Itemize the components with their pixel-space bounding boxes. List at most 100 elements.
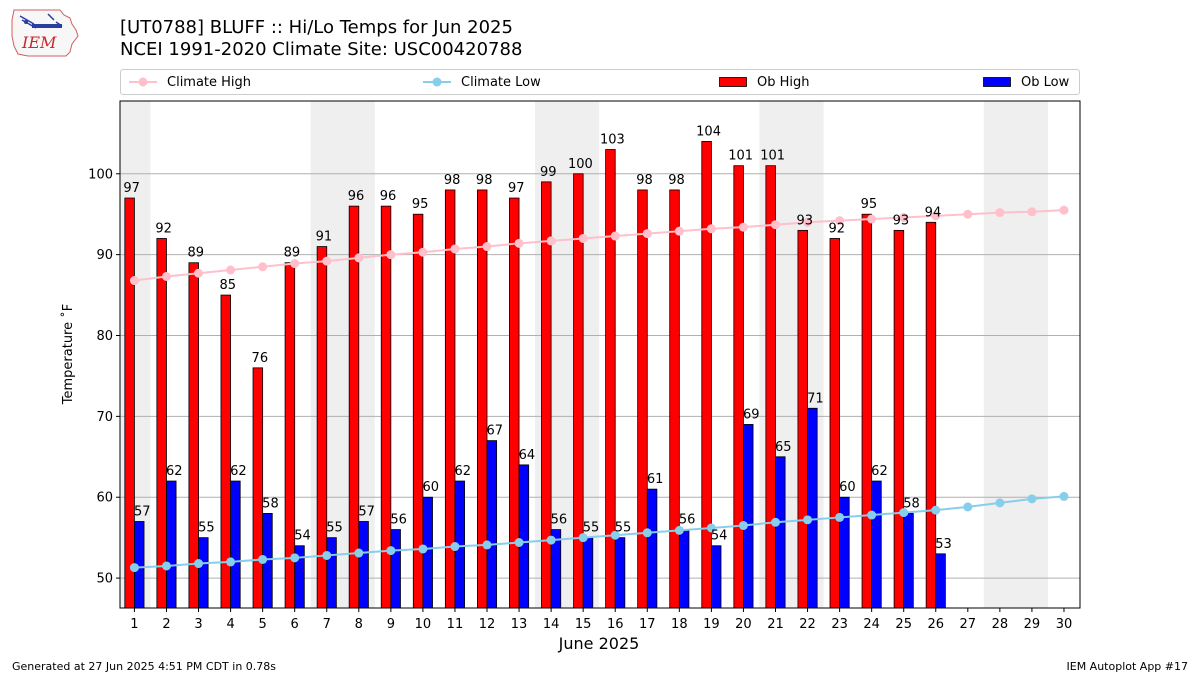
ob-low-value-label: 54 [711, 529, 728, 544]
ob-high-value-label: 94 [925, 205, 942, 220]
ob-low-value-label: 62 [230, 464, 247, 479]
ob-high-value-label: 92 [155, 221, 172, 236]
legend-line-marker-icon [129, 77, 157, 87]
x-tick-label: 15 [575, 617, 592, 632]
climate-low-point [610, 530, 620, 540]
ob-low-bar [807, 407, 818, 609]
ob-high-value-label: 85 [220, 278, 237, 293]
ob-high-bar [252, 367, 264, 609]
ob-low-value-label: 69 [743, 407, 760, 422]
climate-high-point [738, 222, 748, 232]
ob-high-value-label: 89 [284, 246, 301, 261]
climate-high-point [1027, 207, 1037, 217]
x-tick-label: 10 [415, 617, 432, 632]
ob-high-value-label: 101 [728, 149, 753, 164]
footer-generated: Generated at 27 Jun 2025 4:51 PM CDT in … [12, 660, 277, 673]
ob-low-value-label: 54 [294, 529, 311, 544]
ob-high-value-label: 99 [540, 165, 557, 180]
ob-high-bar [733, 165, 744, 609]
climate-high-point [770, 220, 780, 230]
ob-low-value-label: 62 [166, 464, 183, 479]
ob-high-value-label: 76 [252, 351, 269, 366]
ob-high-bar [893, 229, 905, 609]
climate-high-point [514, 238, 524, 248]
climate-high-point [290, 259, 300, 269]
ob-low-value-label: 60 [839, 480, 856, 495]
climate-low-point [642, 528, 652, 538]
ob-low-bar [614, 537, 626, 609]
climate-high-point [963, 209, 973, 219]
ob-low-value-label: 67 [487, 424, 504, 439]
x-tick-label: 17 [639, 617, 656, 632]
ob-low-bar [390, 529, 401, 609]
logo-text: IEM [21, 33, 57, 52]
y-tick-label: 90 [96, 248, 113, 263]
ob-high-bar [188, 262, 199, 609]
x-tick-label: 14 [543, 617, 560, 632]
x-tick-label: 1 [130, 617, 138, 632]
ob-high-value-label: 92 [829, 221, 846, 236]
legend-bar-swatch-icon [719, 77, 747, 87]
climate-low-point [706, 523, 716, 533]
ob-high-bar [861, 213, 873, 609]
x-tick-label: 26 [927, 617, 944, 632]
climate-low-point [322, 550, 332, 560]
ob-low-value-label: 55 [615, 521, 632, 536]
climate-low-line [134, 495, 1065, 569]
ob-low-value-label: 58 [262, 496, 279, 511]
ob-low-bar [871, 480, 882, 609]
ob-high-value-label: 100 [568, 157, 593, 172]
climate-low-point [290, 553, 300, 563]
ob-high-value-label: 95 [412, 197, 429, 212]
ob-high-bar [829, 238, 840, 609]
legend-item-ob-low: Ob Low [983, 70, 1069, 94]
y-axis-label: Temperature ˚F [60, 304, 76, 405]
ob-low-value-label: 71 [807, 391, 824, 406]
ob-low-bar [486, 440, 498, 609]
x-tick-label: 13 [511, 617, 528, 632]
ob-low-bar [935, 553, 946, 609]
ob-low-bar [230, 480, 241, 609]
ob-low-value-label: 64 [519, 448, 536, 463]
ob-high-bar [797, 229, 808, 609]
x-tick-label: 24 [863, 617, 880, 632]
climate-low-point [1059, 491, 1069, 501]
climate-high-point [867, 214, 877, 224]
chart-subtitle: NCEI 1991-2020 Climate Site: USC00420788 [120, 39, 523, 60]
climate-high-point [482, 242, 492, 252]
x-tick-label: 7 [323, 617, 331, 632]
x-tick-label: 8 [355, 617, 363, 632]
ob-high-value-label: 95 [861, 197, 878, 212]
ob-high-bar [348, 205, 360, 609]
legend-item-climate-low: Climate Low [423, 70, 541, 94]
climate-high-point [354, 253, 364, 263]
climate-low-point [674, 525, 684, 535]
y-tick-label: 70 [96, 410, 113, 425]
climate-low-point [194, 559, 204, 569]
climate-high-point [386, 250, 396, 260]
climate-low-point [258, 554, 268, 564]
climate-low-point [803, 515, 813, 525]
plot-frame [119, 100, 1081, 609]
ob-low-value-label: 55 [198, 521, 215, 536]
climate-low-point [963, 502, 973, 512]
climate-low-point [418, 544, 428, 554]
ob-high-value-label: 98 [636, 173, 653, 188]
ob-low-bar [646, 488, 658, 609]
ob-low-value-label: 56 [551, 513, 568, 528]
y-tick-label: 60 [96, 491, 113, 506]
climate-low-point [129, 563, 139, 573]
legend-label: Ob Low [1021, 74, 1070, 90]
x-tick-label: 2 [162, 617, 170, 632]
ob-low-value-label: 62 [871, 464, 888, 479]
climate-high-point [803, 217, 813, 227]
climate-low-point [770, 517, 780, 527]
y-tick-label: 50 [96, 572, 113, 587]
climate-high-point [835, 216, 845, 226]
x-tick-label: 25 [895, 617, 912, 632]
climate-high-point [674, 226, 684, 236]
legend-bar-swatch-icon [983, 77, 1011, 87]
climate-high-point [546, 236, 556, 246]
climate-low-point [161, 561, 171, 571]
